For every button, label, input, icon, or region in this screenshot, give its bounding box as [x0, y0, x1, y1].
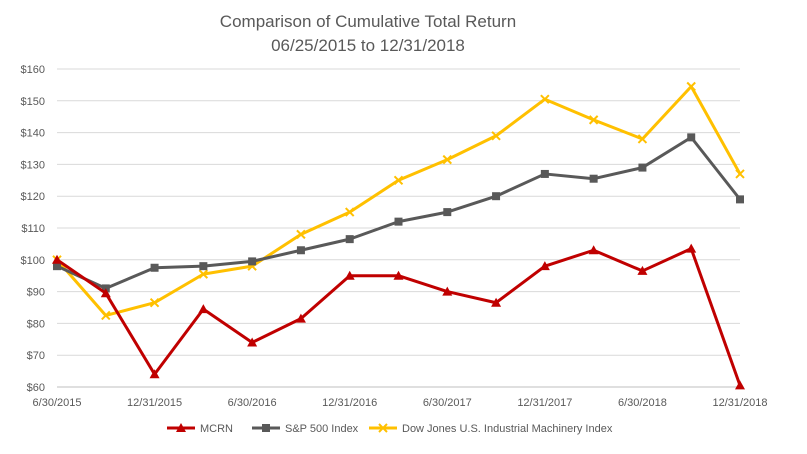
data-point	[491, 297, 502, 307]
data-point	[344, 270, 355, 280]
x-tick-label: 12/31/2018	[712, 397, 767, 409]
legend-marker	[262, 424, 270, 432]
data-point	[345, 235, 354, 244]
legend-marker	[176, 423, 186, 432]
series-mcrn	[52, 243, 745, 390]
legend-label: S&P 500 Index	[285, 423, 359, 435]
x-axis: 6/30/2015 12/31/2015 6/30/2016 12/31/2016 6/…	[33, 397, 768, 409]
data-point	[296, 246, 305, 255]
x-tick-label: 12/31/2017	[517, 397, 572, 409]
legend-item: MCRN	[167, 423, 233, 435]
y-axis: $60 $70 $80 $90 $100 $110 $120 $130 $140 $150 $160	[21, 64, 45, 394]
data-point	[199, 262, 208, 271]
data-point	[345, 207, 355, 217]
legend-label: Dow Jones U.S. Industrial Machinery Inde…	[402, 423, 613, 435]
y-tick-label: $160	[21, 64, 45, 76]
data-point	[100, 288, 111, 298]
data-point	[149, 298, 160, 308]
data-point	[491, 131, 501, 141]
data-point	[539, 261, 550, 271]
data-point	[101, 310, 111, 321]
y-tick-label: $100	[21, 255, 45, 267]
legend-item: S&P 500 Index	[252, 423, 359, 435]
y-tick-label: $60	[27, 382, 45, 394]
data-point	[735, 380, 745, 390]
data-point	[588, 115, 599, 125]
data-point	[442, 286, 453, 296]
series-line	[56, 247, 742, 386]
data-point	[637, 265, 648, 275]
data-point	[53, 262, 61, 271]
series-lines	[52, 81, 745, 390]
data-point	[492, 192, 501, 201]
data-point	[540, 169, 549, 178]
data-point	[393, 270, 404, 280]
y-tick-label: $120	[21, 191, 45, 203]
y-tick-label: $150	[21, 96, 45, 108]
series-dow-jones-u-s-industrial-machinery-index	[52, 81, 745, 321]
data-point	[248, 257, 257, 266]
series-line	[55, 84, 742, 317]
data-point	[149, 369, 160, 379]
data-point	[150, 263, 159, 272]
x-tick-label: 12/31/2016	[322, 397, 377, 409]
data-point	[52, 254, 62, 264]
data-point	[736, 195, 744, 204]
y-tick-label: $140	[21, 128, 45, 140]
data-point	[687, 133, 696, 142]
data-point	[638, 163, 647, 172]
y-tick-label: $80	[27, 318, 45, 330]
data-point	[735, 169, 745, 179]
series-line	[56, 135, 742, 290]
y-tick-label: $90	[27, 287, 45, 299]
x-tick-label: 6/30/2016	[228, 397, 277, 409]
data-point	[637, 134, 648, 144]
data-point	[198, 269, 209, 279]
data-point	[540, 94, 550, 104]
data-point	[247, 337, 258, 347]
chart-title: Comparison of Cumulative Total Return	[220, 12, 516, 31]
x-tick-label: 12/31/2015	[127, 397, 182, 409]
legend-marker	[378, 423, 388, 433]
data-point	[393, 175, 404, 186]
y-tick-label: $70	[27, 350, 45, 362]
series-s-p-500-index	[53, 133, 744, 293]
data-point	[296, 229, 306, 240]
legend-item: Dow Jones U.S. Industrial Machinery Inde…	[369, 423, 613, 435]
data-point	[295, 313, 306, 323]
data-point	[394, 217, 403, 226]
y-tick-label: $130	[21, 159, 45, 171]
chart-subtitle: 06/25/2015 to 12/31/2018	[271, 36, 465, 55]
data-point	[198, 304, 209, 314]
data-point	[588, 245, 599, 255]
x-tick-label: 6/30/2017	[423, 397, 472, 409]
data-point	[589, 174, 598, 183]
data-point	[443, 208, 452, 217]
y-tick-label: $110	[21, 223, 45, 235]
x-tick-label: 6/30/2015	[33, 397, 82, 409]
data-point	[686, 243, 697, 253]
x-tick-label: 6/30/2018	[618, 397, 667, 409]
legend-label: MCRN	[200, 423, 233, 435]
data-point	[442, 154, 452, 165]
legend: MCRN S&P 500 Index Dow Jones U.S. Industri…	[167, 423, 613, 435]
data-point	[686, 81, 696, 92]
gridlines	[57, 68, 740, 388]
